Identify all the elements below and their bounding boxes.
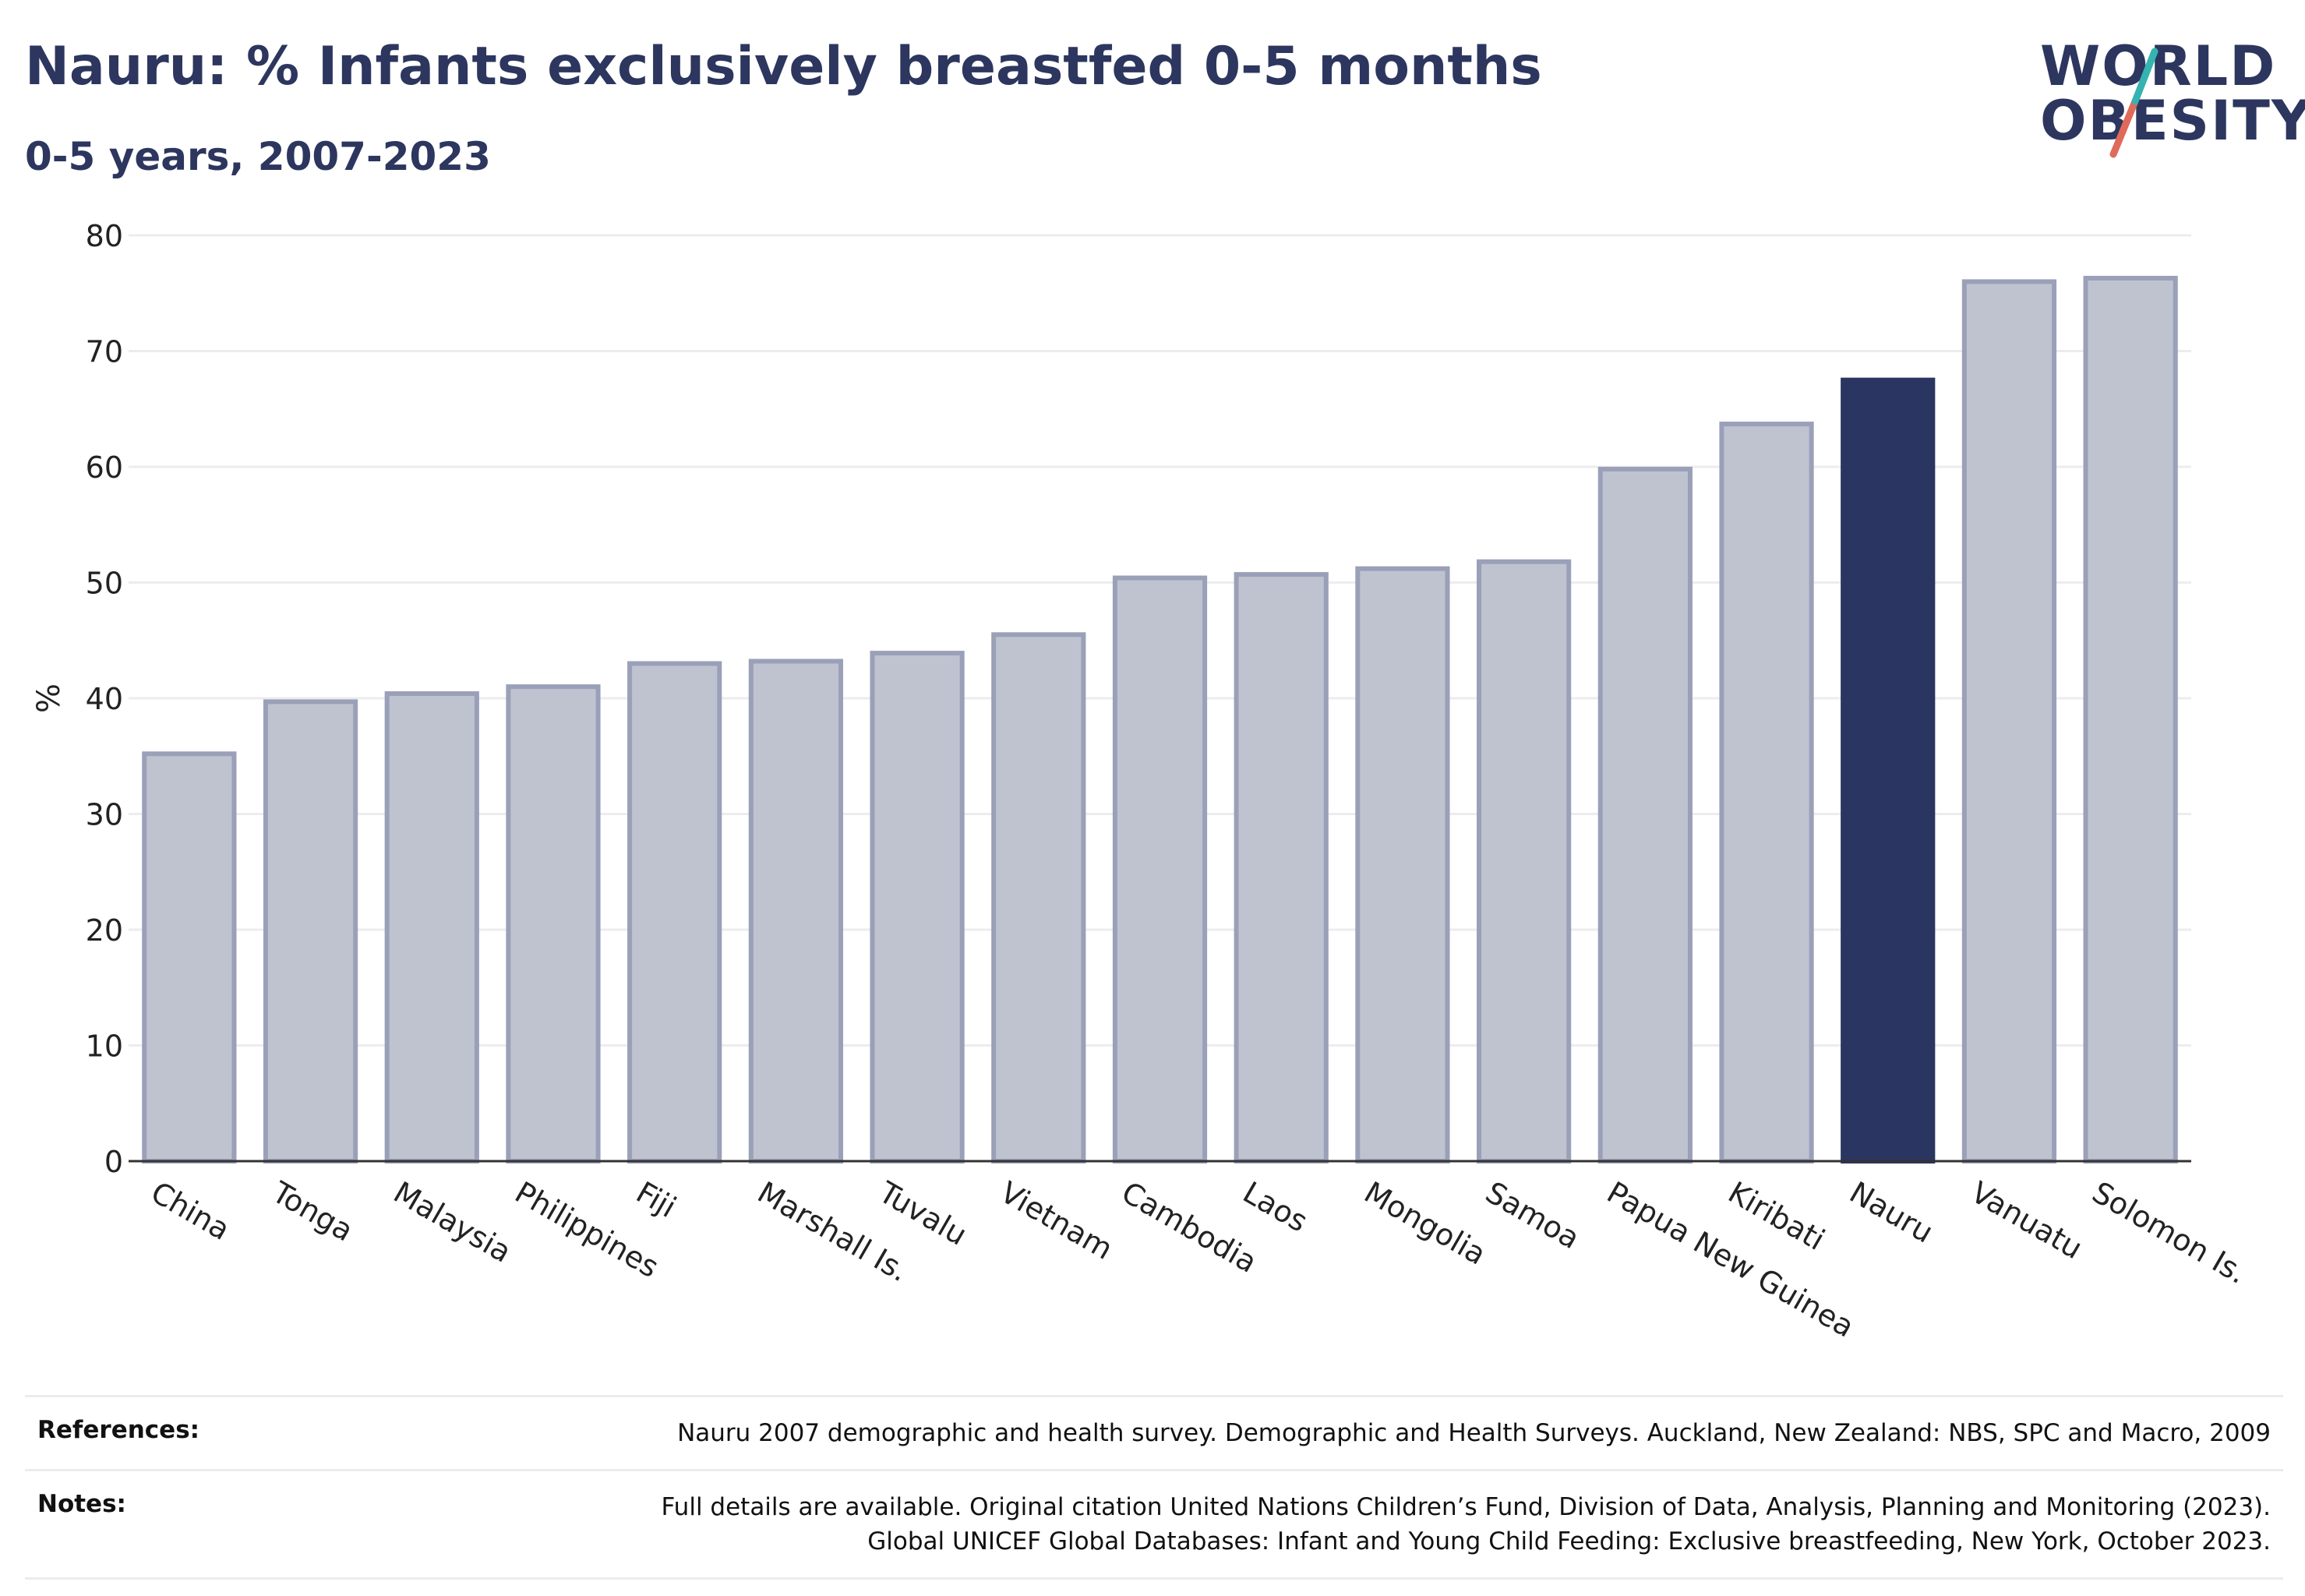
y-tick-label: 70 bbox=[86, 335, 123, 369]
references-table: References: Nauru 2007 demographic and h… bbox=[25, 1395, 2283, 1580]
notes-row: Notes: Full details are available. Origi… bbox=[25, 1469, 2283, 1580]
x-tick-label: Cambodia bbox=[1116, 1175, 1262, 1280]
bar-china bbox=[142, 751, 237, 1163]
bar-kiribati bbox=[1719, 422, 1814, 1163]
page-title: Nauru: % Infants exclusively breastfed 0… bbox=[25, 36, 1542, 97]
bar-vietnam bbox=[991, 632, 1086, 1163]
bar-nauru bbox=[1841, 377, 1936, 1163]
y-tick-label: 30 bbox=[86, 798, 123, 832]
bar-tonga bbox=[263, 699, 358, 1163]
notes-text: Full details are available. Original cit… bbox=[662, 1490, 2271, 1559]
bar-papua-new-guinea bbox=[1597, 466, 1693, 1163]
y-tick-label: 40 bbox=[86, 682, 123, 716]
y-tick-label: 50 bbox=[86, 567, 123, 601]
logo-slash-icon bbox=[2109, 48, 2159, 158]
bar-malaysia bbox=[384, 691, 479, 1163]
bar-fiji bbox=[627, 661, 722, 1163]
y-tick-label: 0 bbox=[104, 1145, 123, 1179]
bar-laos bbox=[1234, 572, 1329, 1163]
page-subtitle: 0-5 years, 2007-2023 bbox=[25, 134, 491, 179]
x-tick-label: Fiji bbox=[630, 1175, 682, 1224]
y-tick-label: 60 bbox=[86, 450, 123, 485]
references-row: References: Nauru 2007 demographic and h… bbox=[25, 1395, 2283, 1469]
y-tick-label: 10 bbox=[86, 1029, 123, 1064]
bar-vanuatu bbox=[1961, 279, 2057, 1163]
references-text: Nauru 2007 demographic and health survey… bbox=[677, 1419, 2271, 1447]
notes-label: Notes: bbox=[37, 1490, 126, 1518]
bar-marshall-is bbox=[748, 659, 843, 1163]
x-tick-label: Laos bbox=[1237, 1175, 1314, 1239]
world-obesity-logo: WORLD OBESITY bbox=[2026, 23, 2305, 164]
x-tick-label: Tonga bbox=[266, 1174, 358, 1248]
y-axis-label: % bbox=[31, 683, 67, 713]
x-tick-label: Malaysia bbox=[388, 1175, 517, 1269]
notes-line-1: Full details are available. Original cit… bbox=[661, 1493, 2271, 1521]
x-tick-label: Solomon Is. bbox=[2087, 1175, 2253, 1291]
bar-philippines bbox=[506, 684, 601, 1163]
x-tick-label: Mongolia bbox=[1358, 1175, 1491, 1272]
references-label: References: bbox=[37, 1416, 200, 1444]
bar-solomon-is bbox=[2083, 275, 2178, 1164]
x-tick-label: Samoa bbox=[1480, 1175, 1585, 1256]
bar-cambodia bbox=[1112, 575, 1208, 1163]
notes-line-2: Global UNICEF Global Databases: Infant a… bbox=[867, 1527, 2271, 1555]
y-tick-label: 20 bbox=[86, 913, 123, 948]
x-tick-label: Nauru bbox=[1844, 1175, 1939, 1250]
x-tick-label: Vietnam bbox=[994, 1175, 1118, 1266]
logo-line2: OBESITY bbox=[2040, 89, 2305, 153]
bar-tuvalu bbox=[870, 651, 965, 1163]
bar-samoa bbox=[1477, 559, 1572, 1163]
x-tick-label: Vanuatu bbox=[1965, 1175, 2088, 1266]
x-tick-label: China bbox=[145, 1175, 235, 1247]
x-tick-label: Tuvalu bbox=[873, 1174, 972, 1252]
bar-mongolia bbox=[1355, 566, 1450, 1163]
logo-line1: WORLD bbox=[2040, 34, 2277, 98]
y-tick-label: 80 bbox=[86, 219, 123, 253]
